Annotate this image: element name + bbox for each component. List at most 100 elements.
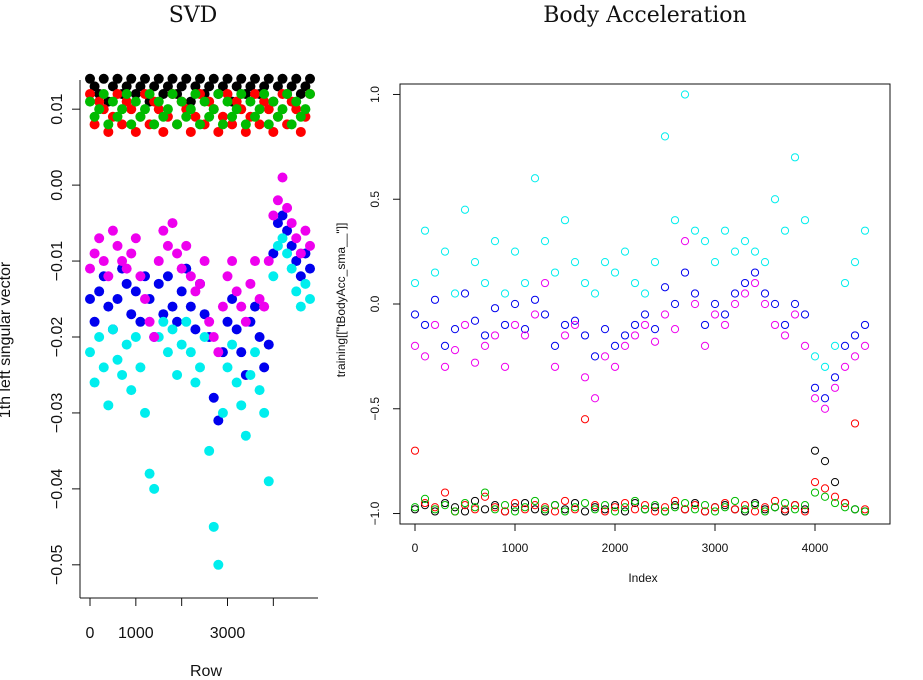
body-point: [570, 503, 580, 512]
body-point: [460, 289, 470, 298]
svd-point: [195, 278, 205, 289]
body-point: [450, 345, 460, 355]
svd-point: [291, 233, 302, 244]
body-point: [640, 310, 650, 319]
body-point: [660, 503, 670, 512]
body-point: [700, 320, 710, 330]
svd-point: [268, 126, 279, 137]
body-point: [430, 320, 440, 330]
body-point: [470, 505, 480, 514]
body-point: [750, 501, 760, 510]
body-point: [640, 505, 650, 514]
svd-point: [268, 271, 279, 282]
body-point: [830, 498, 840, 508]
svd-x-tick-label: 0: [86, 625, 95, 642]
svd-point: [213, 559, 224, 570]
body-point: [740, 501, 750, 510]
body-point: [780, 320, 790, 330]
svd-point: [185, 104, 196, 115]
body-point: [410, 278, 420, 288]
body-point: [610, 503, 620, 512]
svd-point: [204, 316, 215, 327]
svd-point: [208, 104, 219, 115]
svd-point: [176, 96, 187, 107]
body-point: [740, 289, 750, 298]
body-point: [730, 505, 740, 514]
svd-point: [126, 385, 137, 396]
svd-y-ticks: 0.01 0.00 −0.01 −0.02 −0.03 −0.04 −0.05: [49, 94, 80, 585]
body-point: [770, 299, 780, 309]
svd-point: [121, 339, 132, 350]
svd-point: [117, 104, 128, 115]
body-point: [490, 505, 500, 514]
svd-point: [107, 96, 118, 107]
body-point: [670, 299, 680, 309]
body-point: [820, 492, 830, 501]
body-point: [440, 501, 450, 510]
body-point: [770, 503, 780, 512]
body-point: [800, 341, 810, 351]
body-point: [490, 501, 500, 510]
svd-point: [305, 240, 315, 251]
body-point: [690, 498, 700, 508]
svd-point: [250, 111, 260, 122]
svd-point: [295, 301, 306, 312]
svd-point: [259, 407, 270, 418]
body-point: [420, 501, 430, 510]
body-point: [750, 247, 760, 256]
svd-point: [300, 81, 311, 92]
body-point: [500, 320, 510, 330]
body-point: [440, 498, 450, 508]
body-point: [520, 325, 530, 334]
svd-y-tick-label: 0.00: [49, 169, 66, 200]
svd-point: [259, 88, 270, 99]
body-point: [650, 501, 660, 510]
svd-point: [295, 88, 306, 99]
body-point: [570, 257, 580, 267]
body-point: [690, 289, 700, 298]
body-point: [830, 373, 840, 382]
body-point: [460, 498, 470, 508]
svd-point: [176, 286, 187, 297]
body-point: [780, 226, 790, 235]
svd-point: [231, 104, 242, 115]
svd-y-tick-label: −0.01: [49, 241, 66, 282]
body-point: [660, 132, 670, 141]
body-point: [630, 505, 640, 514]
body-point: [610, 507, 620, 516]
svd-point: [126, 104, 137, 115]
body-point: [770, 195, 780, 204]
svd-point: [149, 81, 160, 92]
body-point: [660, 507, 670, 516]
svd-point: [259, 81, 270, 92]
svd-point: [240, 430, 251, 441]
body-point: [840, 503, 850, 512]
svd-point: [305, 73, 315, 84]
body-point: [650, 337, 660, 346]
body-point: [730, 496, 740, 506]
body-point: [600, 507, 610, 516]
body-point: [430, 505, 440, 514]
svd-point: [167, 324, 178, 335]
svd-point: [272, 240, 283, 251]
svd-point: [121, 88, 132, 99]
body-point: [590, 505, 600, 514]
body-plot-frame: [399, 83, 891, 525]
svd-point: [89, 119, 100, 130]
body-point: [810, 394, 820, 403]
body-point: [580, 373, 590, 382]
svd-point: [85, 347, 95, 358]
svd-point: [158, 88, 169, 99]
svd-point: [222, 271, 233, 282]
svd-point: [85, 294, 95, 305]
svd-point: [263, 476, 274, 487]
svd-point: [85, 96, 95, 107]
svd-point: [240, 316, 251, 327]
svd-point: [117, 256, 128, 267]
svd-point: [236, 301, 247, 312]
body-point: [580, 507, 590, 516]
svd-point: [144, 88, 155, 99]
svd-point: [217, 81, 228, 92]
body-point: [550, 268, 560, 277]
svd-point: [295, 111, 306, 122]
